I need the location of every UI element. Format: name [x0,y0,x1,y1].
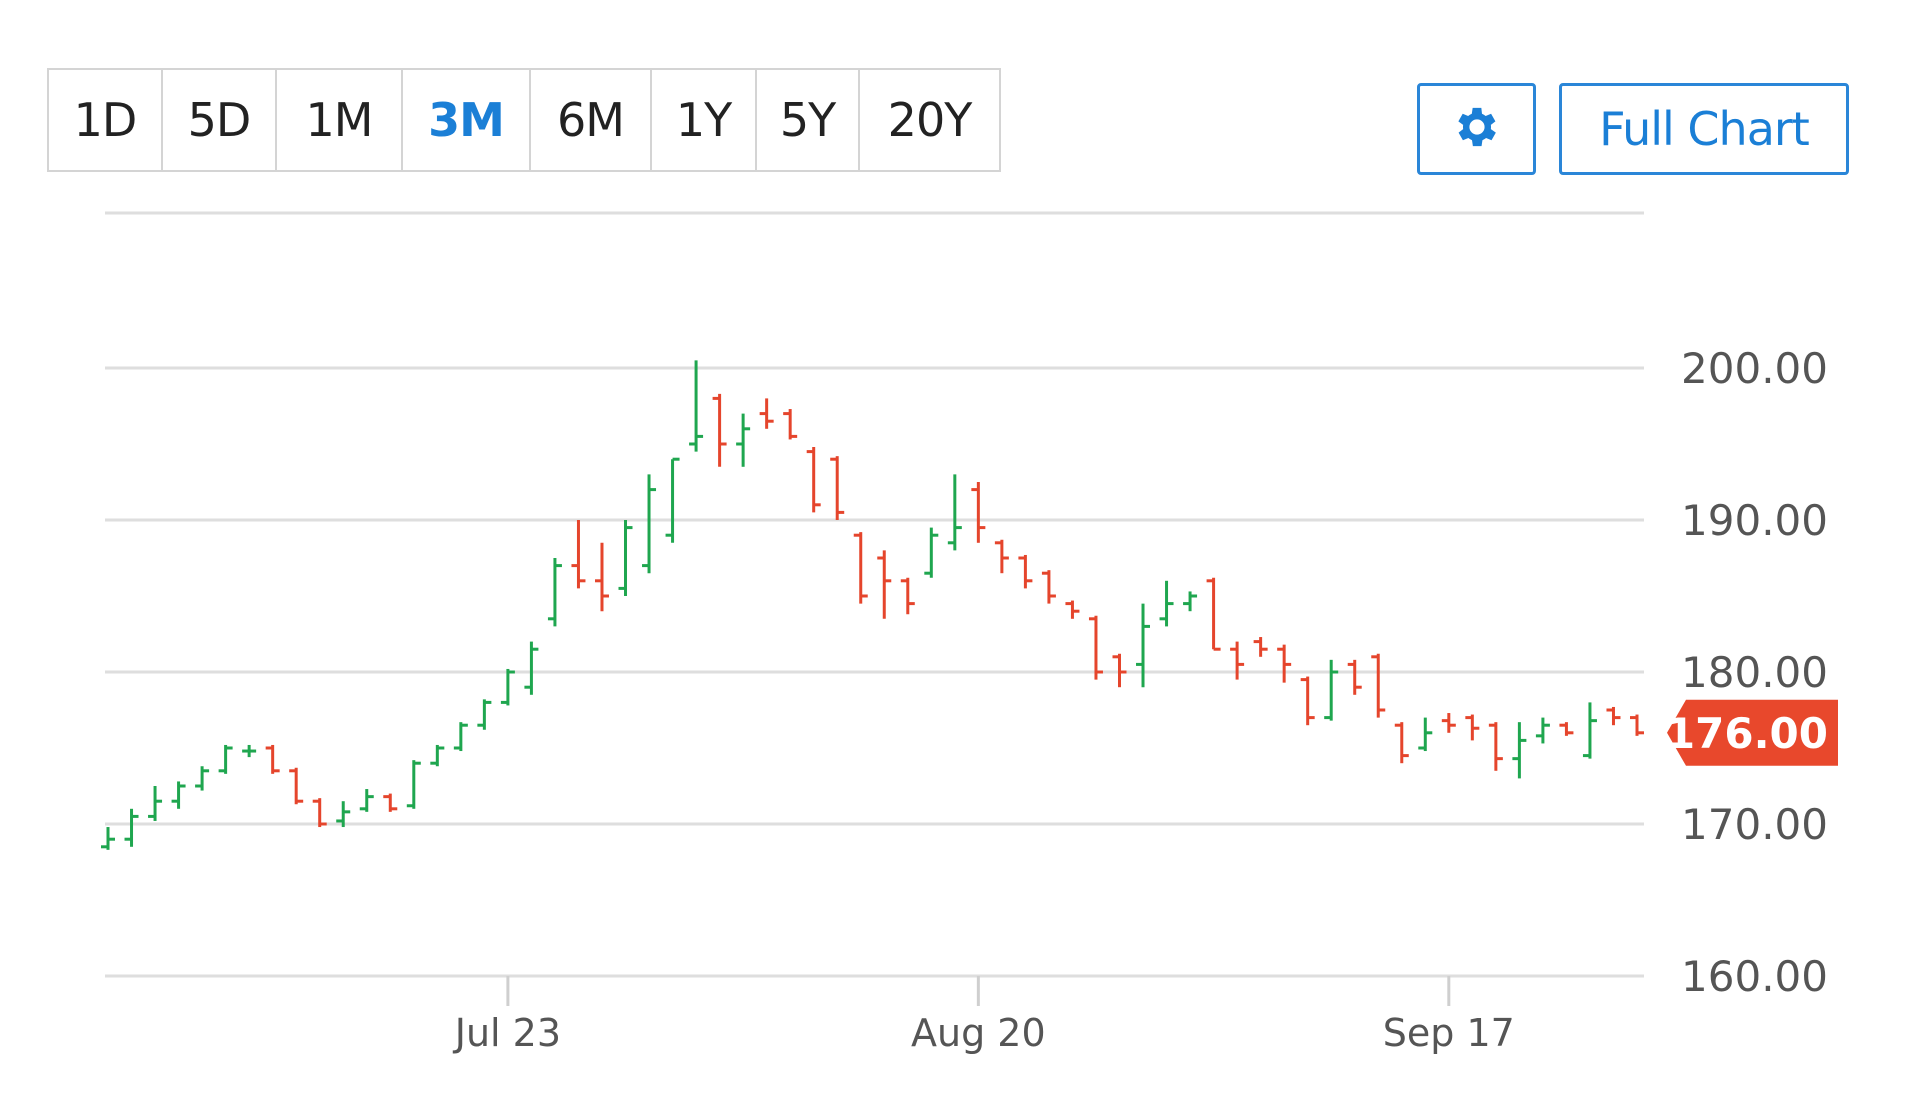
y-tick-label: 180.00 [1681,648,1828,697]
ohlc-bar [689,360,704,452]
ohlc-bar [665,457,680,543]
ohlc-bar [1347,659,1362,695]
ohlc-bar [924,527,939,578]
x-tick-label: Aug 20 [911,1011,1046,1055]
tab-1y[interactable]: 1Y [652,70,757,170]
x-tick-label: Jul 23 [453,1011,561,1055]
ohlc-bar [806,447,821,513]
y-tick-label: 190.00 [1681,496,1828,545]
ohlc-bar [148,786,163,821]
ohlc-bar [1183,591,1198,612]
ohlc-bar [1441,713,1456,733]
ohlc-bar [1394,722,1409,764]
ohlc-bar [1535,717,1550,744]
ohlc-bar [1371,653,1386,718]
ohlc-bar [1018,554,1033,589]
tab-1d[interactable]: 1D [49,70,163,170]
ohlc-bar [1230,641,1245,680]
y-tick-label: 200.00 [1681,344,1828,393]
ohlc-bar [1418,717,1433,752]
ohlc-bar [500,668,515,706]
ohlc-bar [877,550,892,619]
ohlc-bar [218,744,233,774]
ohlc-bar [359,789,374,812]
tab-3m[interactable]: 3M [403,70,531,170]
ohlc-bar [1465,714,1480,741]
ohlc-bar [312,798,327,828]
ohlc-bar [1065,600,1080,619]
ohlc-bar [336,801,351,828]
ohlc-bar [1088,615,1103,680]
ohlc-bar [853,532,868,604]
ohlc-bar [900,577,915,615]
ohlc-bar [524,641,539,695]
tab-1m[interactable]: 1M [277,70,403,170]
ohlc-bar [1606,706,1621,726]
ohlc-bar [383,793,398,812]
x-tick-label: Sep 17 [1383,1011,1515,1055]
ohlc-bar [712,393,727,467]
y-tick-label: 160.00 [1681,952,1828,1001]
range-tabs: 1D 5D 1M 3M 6M 1Y 5Y 20Y [47,68,1001,172]
ohlc-bar [594,542,609,612]
ohlc-bar [1206,577,1221,651]
ohlc-bar [547,558,562,627]
settings-button[interactable] [1417,83,1536,175]
ohlc-bar [101,827,115,850]
ohlc-bar [1041,570,1056,604]
ohlc-bar [1630,714,1644,736]
ohlc-bar [1253,637,1268,657]
ohlc-bar [736,413,751,467]
ohlc-bar [830,456,845,520]
ohlc-bar [759,398,774,429]
gear-icon [1451,101,1503,157]
last-price-label: 176.00 [1666,709,1828,758]
ohlc-bar [571,520,586,589]
ohlc-bar [265,744,280,774]
ohlc-bar [289,767,304,805]
ohlc-bar [1112,653,1127,688]
last-price-badge [1667,699,1838,766]
ohlc-bar [430,744,445,767]
ohlc-bar [242,744,257,758]
ohlc-bar [1136,603,1151,688]
ohlc-bar [1159,580,1174,627]
tab-5d[interactable]: 5D [163,70,277,170]
ohlc-bar [947,474,962,551]
tab-20y[interactable]: 20Y [887,93,973,147]
full-chart-button[interactable]: Full Chart [1559,83,1849,175]
ohlc-bar [1512,722,1527,779]
ohlc-bar [406,760,421,809]
y-tick-label: 170.00 [1681,800,1828,849]
ohlc-bar [1582,702,1597,759]
ohlc-bar [783,409,798,440]
ohlc-bar [1324,659,1339,721]
ohlc-bar [971,482,986,543]
ohlc-bar [171,781,186,809]
ohlc-bar [642,474,657,574]
ohlc-bar [124,808,139,847]
ohlc-bar [1277,644,1292,683]
ohlc-bar [477,699,492,730]
ohlc-bar [1488,722,1503,771]
ohlc-bar [1559,722,1574,736]
ohlc-bar [195,766,210,791]
tab-6m[interactable]: 6M [531,70,652,170]
ohlc-bar [1300,676,1315,726]
ohlc-bar [994,539,1009,574]
tab-5y[interactable]: 5Y [757,70,860,170]
ohlc-bar [453,722,468,752]
ohlc-bar [618,520,633,596]
